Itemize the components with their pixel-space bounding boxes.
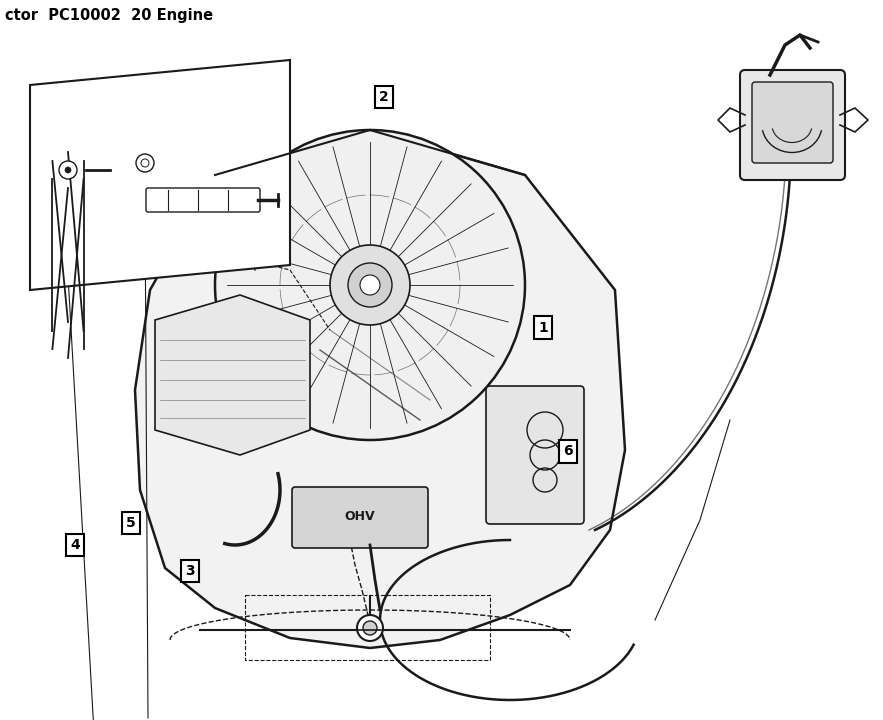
Circle shape bbox=[357, 615, 383, 641]
FancyBboxPatch shape bbox=[146, 188, 260, 212]
Circle shape bbox=[141, 159, 149, 167]
FancyBboxPatch shape bbox=[486, 386, 584, 524]
Circle shape bbox=[363, 621, 377, 635]
Text: 3: 3 bbox=[185, 564, 194, 578]
Circle shape bbox=[136, 154, 154, 172]
Text: OHV: OHV bbox=[344, 510, 375, 523]
FancyBboxPatch shape bbox=[740, 70, 845, 180]
Polygon shape bbox=[30, 60, 290, 290]
Circle shape bbox=[330, 245, 410, 325]
FancyBboxPatch shape bbox=[292, 487, 428, 548]
Polygon shape bbox=[155, 295, 310, 455]
Circle shape bbox=[59, 161, 77, 179]
Text: 5: 5 bbox=[125, 516, 136, 530]
Polygon shape bbox=[135, 130, 625, 648]
Text: 1: 1 bbox=[538, 320, 548, 335]
FancyBboxPatch shape bbox=[752, 82, 833, 163]
Text: 4: 4 bbox=[70, 538, 80, 552]
Circle shape bbox=[348, 263, 392, 307]
Text: ctor  PC10002  20 Engine: ctor PC10002 20 Engine bbox=[5, 8, 213, 23]
Text: 2: 2 bbox=[379, 90, 389, 104]
Circle shape bbox=[65, 167, 71, 173]
Text: 6: 6 bbox=[563, 444, 572, 459]
Circle shape bbox=[360, 275, 380, 295]
Circle shape bbox=[215, 130, 525, 440]
